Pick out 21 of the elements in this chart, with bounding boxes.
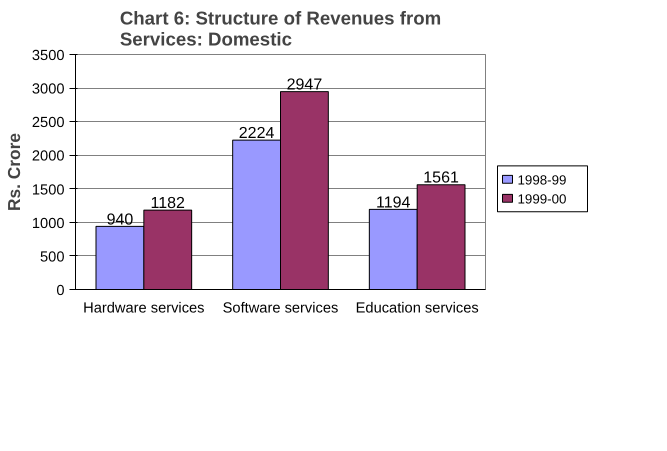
y-tick-label: 2500 xyxy=(32,115,65,132)
x-tick-label: Hardware services xyxy=(83,300,205,316)
chart-title: Chart 6: Structure of Revenues from Services: Domestic xyxy=(120,8,442,50)
y-axis-title: Rs. Crore xyxy=(4,132,24,211)
y-tick-label: 3500 xyxy=(32,48,65,64)
y-tick-label: 500 xyxy=(40,249,65,266)
data-label: 1182 xyxy=(150,195,186,212)
x-tick-label: Education services xyxy=(356,300,479,316)
legend-label: 1998-99 xyxy=(518,172,566,188)
x-tick-label: Software services xyxy=(222,300,338,316)
y-tick-label: 2000 xyxy=(32,148,65,165)
y-tick-label: 1500 xyxy=(32,182,65,198)
data-label: 940 xyxy=(106,211,134,228)
y-tick-label: 3000 xyxy=(32,82,65,98)
data-label: 2947 xyxy=(286,76,322,94)
data-label: 1561 xyxy=(423,170,459,187)
data-label: 2224 xyxy=(238,125,274,142)
y-tick-label: 1000 xyxy=(32,216,65,232)
legend-label: 1999-00 xyxy=(518,191,566,206)
data-label: 1194 xyxy=(376,194,411,212)
y-tick-label: 0 xyxy=(56,283,65,299)
